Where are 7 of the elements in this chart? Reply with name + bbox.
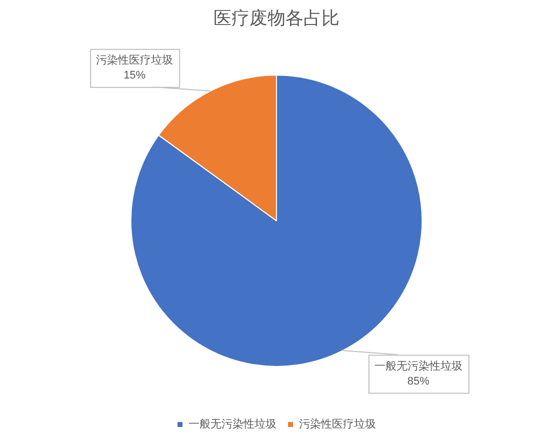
data-label: 15% [124,69,146,82]
slice-label: 一般无污染性垃圾 [374,359,462,372]
chart-title: 医疗废物各占比 [214,8,340,28]
data-label: 85% [407,375,430,388]
slice-label: 污染性医疗垃圾 [96,53,174,66]
legend-label: 一般无污染性垃圾 [188,418,276,431]
legend-label: 污染性医疗垃圾 [299,418,376,431]
